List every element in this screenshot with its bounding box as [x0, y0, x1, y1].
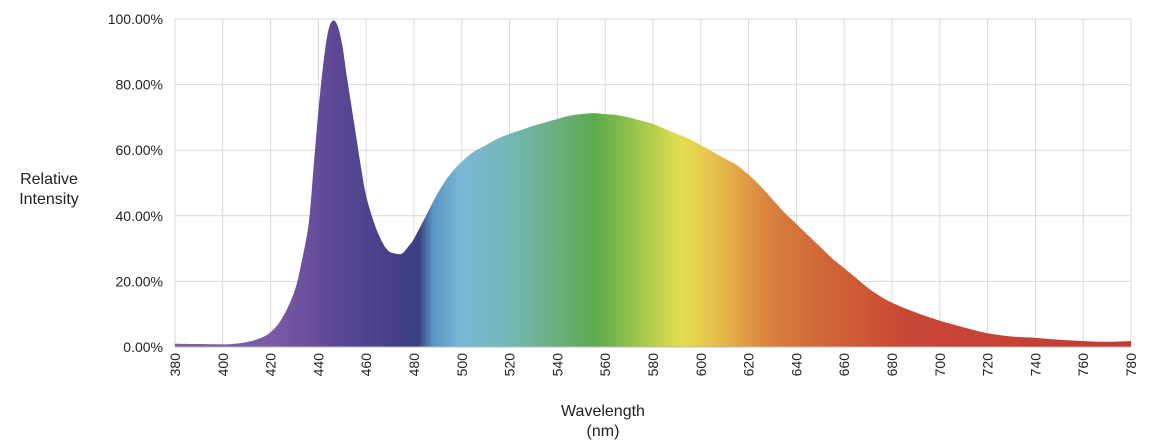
x-tick-label: 600 [693, 353, 709, 377]
x-tick-labels: 380 400 420 440 460 480 500 520 540 560 580 600 620 6… [167, 353, 1139, 377]
y-tick-label: 40.00% [116, 208, 163, 224]
y-tick-labels: 0.00% 20.00% 40.00% 60.00% 80.00% 100.00% [108, 11, 163, 355]
x-tick-label: 660 [836, 353, 852, 377]
x-axis-title: Wavelength (nm) [553, 402, 653, 442]
x-tick-label: 380 [167, 353, 183, 377]
x-tick-label: 640 [788, 353, 804, 377]
x-tick-label: 560 [597, 353, 613, 377]
x-tick-label: 540 [549, 353, 565, 377]
x-tick-label: 620 [741, 353, 757, 377]
y-axis-title: Relative Intensity [0, 170, 98, 210]
x-tick-label: 520 [502, 353, 518, 377]
y-tick-label: 60.00% [116, 142, 163, 158]
y-tick-label: 100.00% [108, 11, 163, 27]
x-tick-label: 680 [884, 353, 900, 377]
x-tick-label: 420 [263, 353, 279, 377]
x-tick-label: 440 [310, 353, 326, 377]
y-tick-label: 80.00% [116, 77, 163, 93]
x-tick-label: 580 [645, 353, 661, 377]
y-axis-title-line2: Intensity [19, 191, 79, 208]
x-tick-label: 400 [215, 353, 231, 377]
y-axis-title-line1: Relative [20, 171, 78, 188]
y-tick-label: 0.00% [123, 339, 163, 355]
x-tick-label: 480 [406, 353, 422, 377]
x-tick-label: 760 [1075, 353, 1091, 377]
spectrum-area [175, 20, 1131, 348]
x-tick-label: 780 [1123, 353, 1139, 377]
x-tick-label: 460 [358, 353, 374, 377]
x-tick-label: 700 [932, 353, 948, 377]
x-tick-label: 740 [1027, 353, 1043, 377]
x-tick-label: 500 [454, 353, 470, 377]
y-tick-label: 20.00% [116, 273, 163, 289]
x-axis-title-line1: Wavelength [561, 403, 645, 420]
x-tick-label: 720 [980, 353, 996, 377]
x-axis-title-line2: (nm) [586, 423, 620, 440]
